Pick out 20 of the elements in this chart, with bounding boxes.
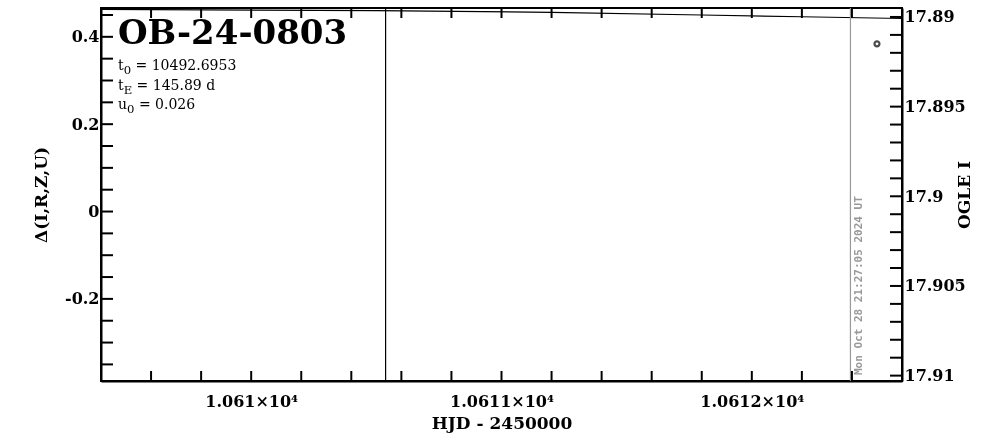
y2-axis-title: OGLE I xyxy=(953,160,974,230)
y-tick-label: -0.2 xyxy=(65,289,100,309)
x-tick-label: 1.061×10⁴ xyxy=(205,391,299,411)
annotation: t$_{0}$ = 10492.6953 xyxy=(118,56,238,77)
y-tick-label: 0.2 xyxy=(71,114,100,134)
y-axis-title: Δ(I,R,Z,U) xyxy=(31,146,52,244)
annotation: t$_{E}$ = 145.89 d xyxy=(118,76,217,97)
x-tick-label: 1.0611×10⁴ xyxy=(450,391,554,411)
y2-tick-label: 17.91 xyxy=(904,366,955,386)
chart-title: OB-24-0803 xyxy=(118,12,348,53)
y2-tick-label: 17.905 xyxy=(904,276,966,296)
y2-tick-label: 17.89 xyxy=(904,7,955,27)
y2-tick-label: 17.9 xyxy=(904,186,944,206)
annotation: u$_{0}$ = 0.026 xyxy=(118,96,197,117)
y2-tick-label: 17.895 xyxy=(904,97,966,117)
y-tick-label: 0 xyxy=(88,202,100,222)
x-axis-title: HJD - 2450000 xyxy=(431,412,573,433)
annotation: Mon Oct 28 21:27:05 2024 UT xyxy=(852,195,866,375)
x-tick-label: 1.0612×10⁴ xyxy=(700,391,805,411)
y-tick-label: 0.4 xyxy=(71,27,100,47)
